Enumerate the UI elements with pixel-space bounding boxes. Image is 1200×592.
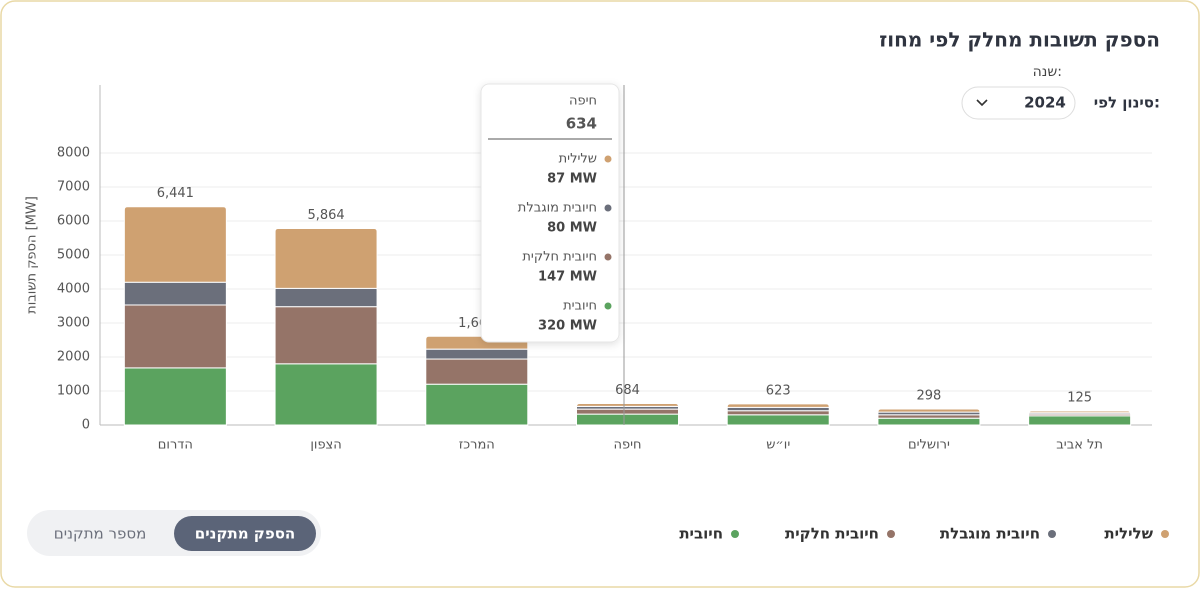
tooltip-box [480,83,620,343]
bar-segment [576,413,679,426]
tooltip-value: 320 MW [538,319,597,334]
bar-segment [576,408,679,415]
bar-segment [123,367,227,426]
bar-segment [274,287,378,308]
y-axis-label: הספק תשובות [MW] [25,196,40,314]
y-tick-label: 3000 [57,316,90,331]
bar-segment [726,410,830,416]
tooltip-category: חיפה [569,94,597,109]
x-tick-label: תל אביב [1056,438,1103,453]
bar-segment [877,408,981,413]
tooltip-series: חיובית מוגבלת [518,201,597,216]
bar-segment [274,363,378,426]
bar-segment [123,304,227,369]
plot: 0 1000 2000 3000 4000 5000 6000 7000 8000 הדרום 6,… [57,146,1152,453]
x-tick-label: המרכז [459,438,495,453]
bar-segment [1028,410,1132,415]
tooltip-total: 634 [566,115,597,133]
tooltip-series: חיובית חלקית [522,250,597,265]
y-tick-label: 5000 [57,248,90,263]
tooltip-dot [604,253,612,261]
bar-segment [274,227,378,289]
select-box[interactable] [961,86,1076,120]
bar-segment [274,306,378,365]
tooltip-value: 147 MW [538,270,597,285]
bar-segment [726,414,830,426]
total-label: 623 [766,383,791,398]
total-label: 298 [917,389,942,404]
total-label: 125 [1067,391,1092,406]
legend-dot [731,530,739,538]
total-label: 684 [615,383,640,398]
x-tick-label: חיפה [613,438,641,453]
bar-segment [425,348,529,360]
bar-segment [726,403,830,408]
legend-dot [1161,530,1169,538]
filter-label: סינון לפי: [1094,94,1160,112]
y-tick-label: 2000 [57,350,90,365]
y-tick-label: 4000 [57,282,90,297]
legend-label: חיובית חלקית [785,525,879,543]
toggle-option[interactable]: הספק מתקנים [195,525,295,543]
bar-segment [123,206,227,283]
title: הספק תשובות מחלק לפי מחוז [879,28,1160,52]
tooltip-dot [604,204,612,212]
legend-label: חיובית [679,525,723,543]
total-label: 5,864 [307,208,344,223]
x-tick-label: ירושלים [908,438,950,453]
year-label: שנה: [1033,64,1062,80]
tooltip-series: שלילית [559,152,597,167]
bar-segment [1028,415,1132,426]
tooltip-dot [604,302,612,310]
x-tick-label: הדרום [158,438,193,453]
bar-segment [877,414,981,419]
x-tick-label: הצפון [310,438,341,453]
legend-dot [1048,530,1056,538]
y-tick-label: 8000 [57,146,90,161]
x-tick-label: יו״ש [766,438,790,453]
y-tick-label: 7000 [57,180,90,195]
tooltip: חיפה 634 שלילית 87 MW חיובית מוגבלת 80 MW חי… [480,83,620,343]
toggle[interactable]: הספק מתקנים מספר מתקנים [27,510,321,556]
year-select[interactable]: 2024 [961,86,1076,120]
y-tick-label: 1000 [57,384,90,399]
y-tick-label: 6000 [57,214,90,229]
tooltip-value: 80 MW [547,221,597,236]
bar-segment [123,281,227,306]
legend-dot [887,530,895,538]
bar-segment [425,358,529,385]
legend-label: שלילית [1104,525,1153,543]
bar-segment [726,406,830,412]
tooltip-dot [604,155,612,163]
toggle-active[interactable] [174,516,316,551]
tooltip-series: חיובית [563,299,597,314]
y-tick-label: 0 [82,418,90,433]
tooltip-value: 87 MW [547,172,597,187]
select-value[interactable]: 2024 [1024,94,1066,112]
chevron [976,99,988,107]
toggle-option[interactable]: מספר מתקנים [54,525,147,543]
bar-segment [425,383,529,426]
bar-segment [576,402,679,407]
bar-segment [877,417,981,426]
legend-label: חיובית מוגבלת [940,525,1040,543]
total-label: 6,441 [157,186,194,201]
